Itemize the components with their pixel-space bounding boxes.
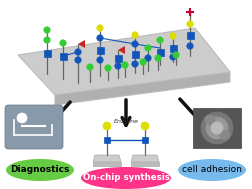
Circle shape [157,37,163,43]
Ellipse shape [6,159,74,181]
Text: Enzyme: Enzyme [113,119,139,125]
Circle shape [75,49,81,55]
Bar [193,108,241,148]
Circle shape [97,57,103,63]
Circle shape [132,32,138,38]
Circle shape [122,62,128,68]
Circle shape [205,115,215,125]
Circle shape [170,33,176,39]
Polygon shape [55,72,230,105]
Circle shape [97,35,103,41]
Polygon shape [131,162,159,166]
Circle shape [155,55,161,61]
Circle shape [173,52,179,58]
Ellipse shape [178,159,246,181]
Circle shape [132,61,138,67]
Bar [97,46,104,53]
Circle shape [141,122,149,130]
Circle shape [132,41,138,47]
Circle shape [220,130,230,140]
Circle shape [60,40,66,46]
Polygon shape [118,46,125,54]
Polygon shape [93,162,121,166]
FancyBboxPatch shape [5,105,63,149]
Circle shape [211,122,223,134]
Bar [44,50,50,57]
Bar [156,49,164,56]
Circle shape [75,57,81,63]
Circle shape [145,45,151,51]
Polygon shape [18,28,230,95]
Circle shape [115,63,121,69]
Circle shape [187,43,193,49]
Bar [142,137,148,143]
Bar [186,32,194,39]
Ellipse shape [81,167,171,189]
Text: Diagnostics: Diagnostics [10,166,70,174]
Circle shape [44,27,50,33]
Bar [170,44,176,51]
Circle shape [201,112,233,144]
Polygon shape [131,155,159,162]
Circle shape [140,59,146,65]
Circle shape [145,55,151,61]
Text: cell adhesion: cell adhesion [182,166,242,174]
Circle shape [44,37,50,43]
Text: On-chip synthesis: On-chip synthesis [83,174,169,183]
Circle shape [187,21,193,27]
Circle shape [103,122,111,130]
Bar [132,50,139,57]
Circle shape [206,117,228,139]
Bar [114,54,121,61]
Bar [59,53,67,60]
Bar [104,137,110,143]
Circle shape [17,113,27,123]
Polygon shape [93,155,121,162]
Polygon shape [78,40,85,48]
Circle shape [170,54,176,60]
Circle shape [87,64,93,70]
Circle shape [105,65,111,71]
Circle shape [97,25,103,31]
